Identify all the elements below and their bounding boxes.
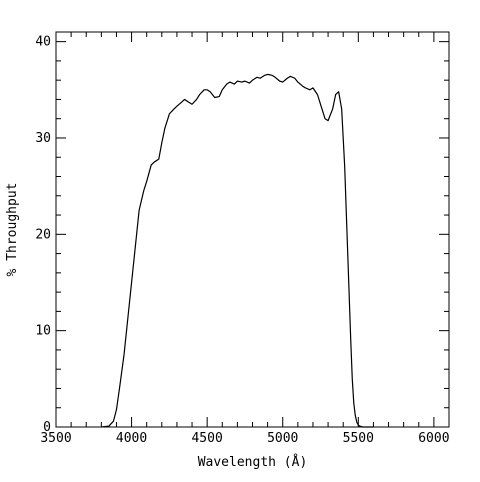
x-tick-label: 5000 (267, 431, 298, 446)
x-tick-label: 3500 (40, 431, 71, 446)
x-tick-label: 4500 (191, 431, 222, 446)
y-tick-label: 40 (35, 35, 51, 50)
y-tick-label: 30 (35, 131, 51, 146)
y-tick-label: 0 (43, 420, 51, 435)
x-tick-label: 5500 (343, 431, 374, 446)
y-tick-label: 20 (35, 227, 51, 242)
y-axis-label: % Throughput (5, 183, 20, 277)
x-tick-label: 4000 (116, 431, 147, 446)
x-axis-label: Wavelength (Å) (198, 454, 308, 470)
x-tick-label: 6000 (418, 431, 449, 446)
plot-frame (55, 31, 450, 428)
y-tick-label: 10 (35, 324, 51, 339)
tick-labels: 3500 4000 4500 5000 5500 6000 0 10 20 30 40 (35, 35, 449, 446)
throughput-curve (101, 73, 374, 428)
tick-marks (55, 32, 450, 428)
